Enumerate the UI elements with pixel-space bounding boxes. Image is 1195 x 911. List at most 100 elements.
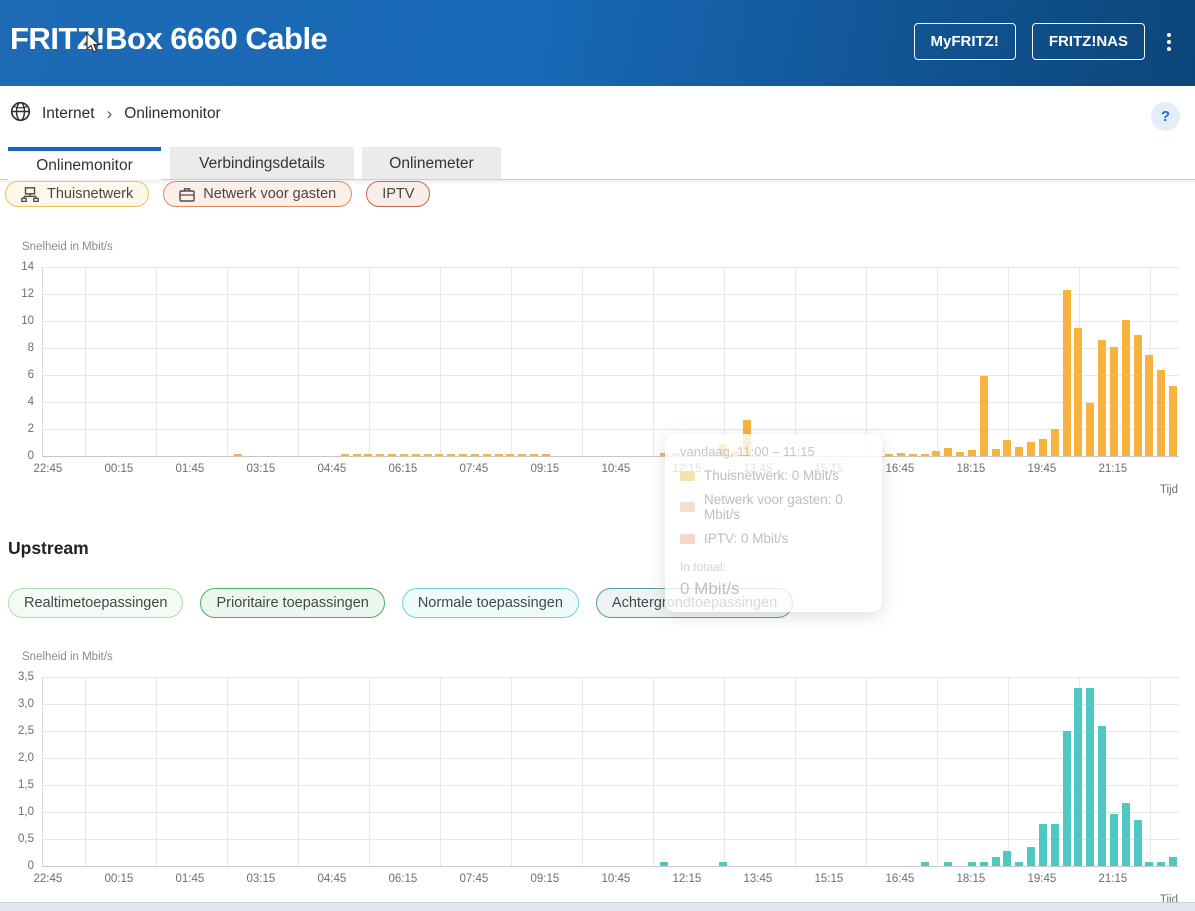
bar-17:30[interactable] (932, 450, 941, 456)
legend-prioritaire-toepassingen[interactable]: Prioritaire toepassingen (200, 588, 385, 618)
bar-06:45[interactable] (423, 454, 432, 456)
x-tick-label: 09:15 (530, 463, 560, 475)
bar-16:45[interactable] (896, 453, 905, 456)
bar-20:15[interactable] (1062, 731, 1071, 866)
bar-08:30[interactable] (506, 454, 515, 456)
bar-20:30[interactable] (1074, 687, 1083, 866)
bar-06:15[interactable] (399, 454, 408, 456)
bar-22:00[interactable] (1145, 861, 1154, 866)
bar-13:00[interactable] (719, 861, 728, 866)
bar-22:30[interactable] (1169, 385, 1178, 456)
bar-22:30[interactable] (1169, 856, 1178, 866)
bar-20:15[interactable] (1062, 289, 1071, 456)
x-tick-label: 12:15 (672, 463, 702, 475)
bar-18:00[interactable] (956, 451, 965, 456)
bar-20:00[interactable] (1050, 429, 1059, 456)
bar-20:00[interactable] (1050, 824, 1059, 866)
bar-17:45[interactable] (944, 861, 953, 866)
bar-08:00[interactable] (482, 454, 491, 456)
bar-07:00[interactable] (435, 454, 444, 456)
bar-07:45[interactable] (470, 454, 479, 456)
v-gridline (653, 677, 654, 866)
bar-11:45[interactable] (660, 861, 669, 866)
tab-onlinemeter[interactable]: Onlinemeter (362, 147, 501, 180)
bar-05:45[interactable] (376, 454, 385, 456)
downstream-chart[interactable]: Snelheid in Mbit/s Tijd 14 12 10 8 6 4 2 0 22:45… (0, 241, 1195, 503)
x-tick-label: 12:15 (672, 873, 702, 885)
breadcrumb-onlinemonitor[interactable]: Onlinemonitor (124, 105, 221, 122)
legend-normale-toepassingen[interactable]: Normale toepassingen (401, 588, 579, 618)
bar-02:45[interactable] (234, 454, 243, 456)
bar-21:00[interactable] (1098, 725, 1107, 866)
bar-18:30[interactable] (979, 861, 988, 866)
bar-17:45[interactable] (944, 447, 953, 456)
tab-onlinemonitor[interactable]: Onlinemonitor (8, 147, 161, 180)
bar-21:15[interactable] (1109, 346, 1118, 456)
tooltip-total-label: In totaal: (680, 560, 727, 574)
bar-06:30[interactable] (411, 454, 420, 456)
bar-09:00[interactable] (530, 454, 539, 456)
legend-iptv[interactable]: IPTV (366, 181, 431, 207)
bar-06:00[interactable] (388, 454, 397, 456)
legend-thuisnetwerk[interactable]: Thuisnetwerk (5, 181, 150, 207)
bar-22:15[interactable] (1157, 861, 1166, 866)
bar-18:15[interactable] (967, 449, 976, 456)
legend-achtergrondtoepassingen[interactable]: Achtergrondtoepassingen (595, 588, 794, 618)
bar-22:15[interactable] (1157, 369, 1166, 456)
bar-19:30[interactable] (1027, 441, 1036, 456)
legend-netwerk-voor-gasten[interactable]: Netwerk voor gasten (163, 181, 353, 207)
network-icon (21, 186, 39, 202)
bar-21:15[interactable] (1109, 814, 1118, 866)
breadcrumb-internet[interactable]: Internet (42, 105, 95, 122)
bar-19:00[interactable] (1003, 439, 1012, 456)
bar-20:30[interactable] (1074, 327, 1083, 456)
bar-12:00[interactable] (672, 452, 681, 456)
bar-21:00[interactable] (1098, 339, 1107, 456)
bar-18:45[interactable] (991, 448, 1000, 456)
upstream-plot-area[interactable] (42, 677, 1179, 867)
horizontal-scrollbar[interactable] (0, 902, 1195, 911)
tab-verbindingsdetails[interactable]: Verbindingsdetails (170, 147, 354, 180)
help-button[interactable]: ? (1151, 102, 1180, 131)
bar-19:30[interactable] (1027, 846, 1036, 866)
myfritz-button[interactable]: MyFRITZ! (913, 23, 1016, 60)
bar-07:30[interactable] (459, 454, 468, 456)
fritznas-button[interactable]: FRITZ!NAS (1031, 23, 1145, 60)
kebab-menu-icon[interactable] (1161, 29, 1177, 55)
bar-21:45[interactable] (1133, 820, 1142, 866)
upstream-chart[interactable]: Snelheid in Mbit/s Tijd 3,5 3,0 2,5 2,0 1,5 1… (0, 651, 1195, 911)
bar-05:15[interactable] (352, 454, 361, 456)
bar-21:30[interactable] (1121, 319, 1130, 456)
legend-label: Prioritaire toepassingen (216, 595, 369, 611)
bar-18:15[interactable] (967, 861, 976, 866)
bar-17:15[interactable] (920, 861, 929, 866)
bar-19:15[interactable] (1015, 861, 1024, 866)
bar-19:45[interactable] (1038, 824, 1047, 866)
bar-17:00[interactable] (908, 454, 917, 456)
y-tick-label: 0,5 (18, 833, 34, 845)
bar-08:45[interactable] (518, 454, 527, 456)
bar-07:15[interactable] (447, 454, 456, 456)
bar-19:00[interactable] (1003, 851, 1012, 866)
bar-20:45[interactable] (1086, 687, 1095, 866)
bar-16:30[interactable] (885, 453, 894, 456)
bar-05:00[interactable] (340, 454, 349, 456)
legend-realtimetoepassingen[interactable]: Realtimetoepassingen (8, 588, 184, 618)
bar-13:00[interactable] (719, 443, 728, 456)
bar-13:15[interactable] (731, 450, 740, 456)
bar-19:15[interactable] (1015, 446, 1024, 456)
bar-18:45[interactable] (991, 856, 1000, 866)
bar-17:15[interactable] (920, 453, 929, 456)
bar-22:00[interactable] (1145, 354, 1154, 456)
bar-21:45[interactable] (1133, 334, 1142, 456)
bar-18:30[interactable] (979, 376, 988, 456)
bar-05:30[interactable] (364, 454, 373, 456)
bar-09:15[interactable] (541, 454, 550, 456)
bar-20:45[interactable] (1086, 403, 1095, 456)
bar-21:30[interactable] (1121, 803, 1130, 866)
downstream-plot-area[interactable] (42, 267, 1179, 457)
bar-19:45[interactable] (1038, 439, 1047, 456)
bar-13:30[interactable] (743, 419, 752, 456)
bar-08:15[interactable] (494, 454, 503, 456)
bar-11:45[interactable] (660, 453, 669, 456)
